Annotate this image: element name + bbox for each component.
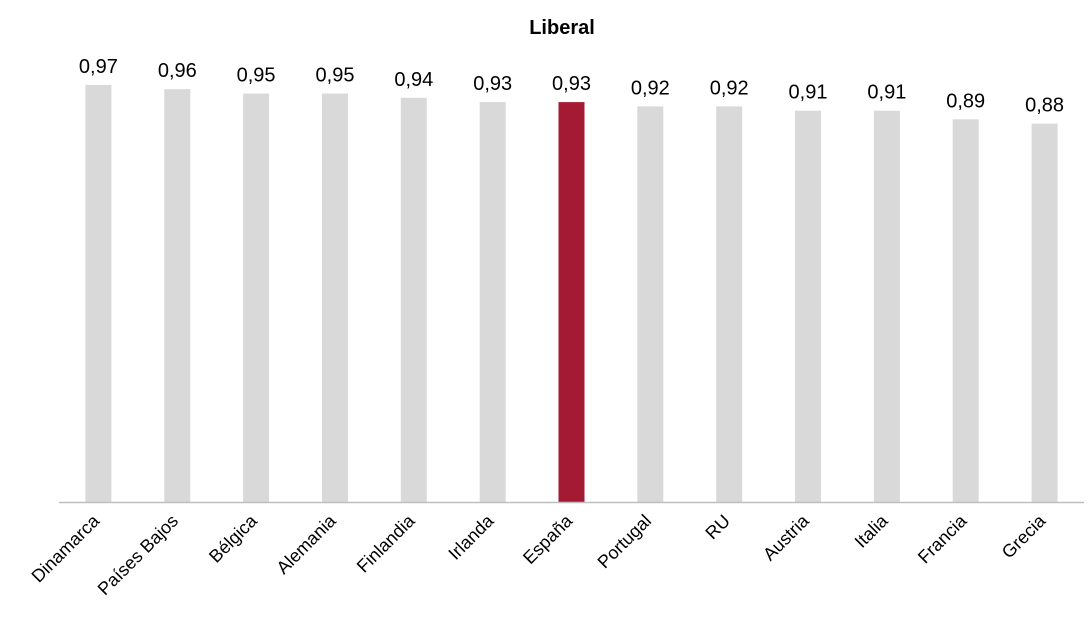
- x-tick-label-grecia: Grecia: [998, 510, 1050, 562]
- value-label-austria: 0,91: [789, 82, 828, 104]
- value-labels-layer: 0,97 0,96 0,95 0,95 0,94 0,93 0,93 0,92 0,92 0,91…: [79, 56, 1064, 117]
- bar-alemania: [322, 93, 348, 502]
- value-label-alemania: 0,95: [316, 65, 355, 87]
- bar-grecia: [1031, 123, 1058, 502]
- value-label-finlandia: 0,94: [394, 69, 433, 91]
- x-tick-label-austria: Austria: [759, 510, 813, 564]
- value-label-belgica: 0,95: [237, 65, 276, 87]
- value-label-irlanda: 0,93: [473, 73, 512, 95]
- x-tick-label-italia: Italia: [851, 510, 893, 552]
- bars-layer: [85, 84, 1058, 503]
- value-label-portugal: 0,92: [631, 77, 670, 99]
- x-tick-label-belgica: Bélgica: [205, 510, 262, 567]
- bar-ru: [716, 106, 743, 503]
- value-label-francia: 0,89: [946, 90, 985, 112]
- bar-austria: [795, 110, 821, 502]
- x-tick-label-irlanda: Irlanda: [444, 510, 498, 564]
- x-tick-label-portugal: Portugal: [594, 511, 656, 573]
- bar-belgica: [243, 93, 270, 502]
- x-tick-label-francia: Francia: [914, 510, 971, 567]
- bar-italia: [873, 110, 900, 502]
- x-tick-label-paises-bajos: Países Bajos: [94, 511, 182, 599]
- value-label-dinamarca: 0,97: [79, 56, 118, 78]
- bar-portugal: [637, 106, 664, 503]
- bar-francia: [952, 119, 979, 503]
- bar-paises-bajos: [164, 89, 191, 502]
- bar-dinamarca: [85, 84, 112, 503]
- chart-title: Liberal: [529, 17, 595, 39]
- value-label-italia: 0,91: [867, 82, 906, 104]
- value-label-grecia: 0,88: [1025, 95, 1064, 117]
- value-label-ru: 0,92: [710, 77, 749, 99]
- x-tick-label-dinamarca: Dinamarca: [28, 510, 104, 586]
- x-tick-label-espana: España: [519, 510, 577, 568]
- value-label-paises-bajos: 0,96: [158, 60, 197, 82]
- bar-finlandia: [400, 97, 427, 503]
- x-tick-label-finlandia: Finlandia: [353, 510, 419, 576]
- x-tick-label-alemania: Alemania: [273, 510, 341, 578]
- bar-irlanda: [479, 102, 506, 502]
- value-label-espana: 0,93: [552, 73, 591, 95]
- x-tick-label-ru: RU: [702, 511, 735, 544]
- bar-espana: [558, 102, 585, 502]
